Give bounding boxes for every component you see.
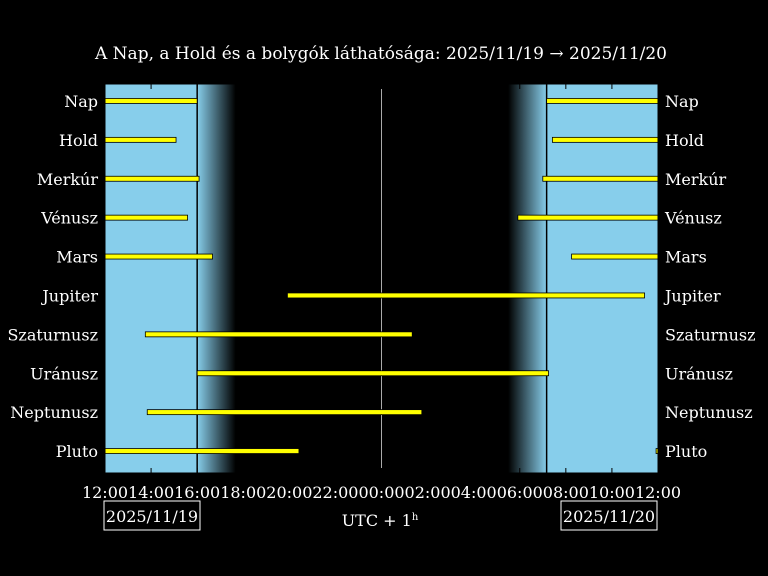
x-tick-label: 16:00 xyxy=(174,483,220,502)
row-label-right: Pluto xyxy=(665,442,707,461)
row-label-right: Neptunusz xyxy=(665,403,753,422)
visibility-bar xyxy=(542,175,659,182)
row-label-left: Neptunusz xyxy=(10,403,98,422)
row-label-left: Nap xyxy=(64,92,98,111)
row-label-left: Vénusz xyxy=(40,209,98,228)
visibility-bar xyxy=(104,136,177,143)
daylight-band xyxy=(105,84,198,473)
row-label-right: Vénusz xyxy=(664,209,722,228)
visibility-bar xyxy=(571,253,659,260)
date-label-left: 2025/11/19 xyxy=(103,500,201,531)
row-label-right: Szaturnusz xyxy=(665,325,756,344)
twilight-band xyxy=(197,84,236,473)
plot-area xyxy=(104,83,659,474)
x-tick-label: 10:00 xyxy=(589,483,635,502)
visibility-bar xyxy=(146,409,423,416)
x-axis-label: UTC + 1h xyxy=(342,511,419,530)
visibility-bar xyxy=(517,214,659,221)
x-tick-label: 02:00 xyxy=(405,483,451,502)
visibility-bar xyxy=(546,98,659,104)
visibility-bar xyxy=(287,292,645,299)
row-label-left: Uránusz xyxy=(30,364,98,383)
x-tick-label: 20:00 xyxy=(266,483,312,502)
svg-text:2025/11/19: 2025/11/19 xyxy=(106,507,198,526)
row-label-left: Szaturnusz xyxy=(7,325,98,344)
visibility-bar xyxy=(104,214,188,221)
x-tick-label: 14:00 xyxy=(128,483,174,502)
chart-title: A Nap, a Hold és a bolygók láthatósága: … xyxy=(94,44,667,64)
row-label-right: Jupiter xyxy=(663,286,721,305)
row-label-left: Pluto xyxy=(56,442,98,461)
visibility-bar xyxy=(144,331,413,338)
row-label-left: Jupiter xyxy=(40,286,98,305)
x-tick-label: 18:00 xyxy=(220,483,266,502)
svg-text:2025/11/20: 2025/11/20 xyxy=(563,507,655,526)
row-label-right: Merkúr xyxy=(665,170,727,189)
x-axis-ticks: 12:00 14:00 16:00 18:00 20:00 22:00 00:00 02:00… xyxy=(82,84,681,502)
x-tick-label: 12:00 xyxy=(635,483,681,502)
daylight-band xyxy=(546,84,658,473)
visibility-bar xyxy=(104,253,213,260)
row-label-right: Uránusz xyxy=(665,364,733,383)
visibility-bar xyxy=(196,370,549,377)
visibility-bar xyxy=(551,136,659,143)
twilight-band xyxy=(508,84,547,473)
x-tick-label: 08:00 xyxy=(543,483,589,502)
row-label-right: Mars xyxy=(665,248,707,267)
x-tick-label: 00:00 xyxy=(358,483,404,502)
visibility-bar xyxy=(104,98,198,104)
visibility-bar xyxy=(104,448,300,454)
x-tick-label: 04:00 xyxy=(451,483,497,502)
x-tick-label: 22:00 xyxy=(312,483,358,502)
row-label-right: Nap xyxy=(665,92,699,111)
row-labels: Pluto Pluto Neptunusz Neptunusz Uránusz Uránu… xyxy=(7,92,755,461)
row-label-left: Merkúr xyxy=(37,170,99,189)
row-label-left: Hold xyxy=(59,131,98,150)
x-tick-label: 06:00 xyxy=(497,483,543,502)
row-label-right: Hold xyxy=(665,131,704,150)
visibility-bar xyxy=(104,175,200,182)
row-label-left: Mars xyxy=(56,248,98,267)
x-tick-label: 12:00 xyxy=(82,483,128,502)
date-label-right: 2025/11/20 xyxy=(560,500,658,531)
